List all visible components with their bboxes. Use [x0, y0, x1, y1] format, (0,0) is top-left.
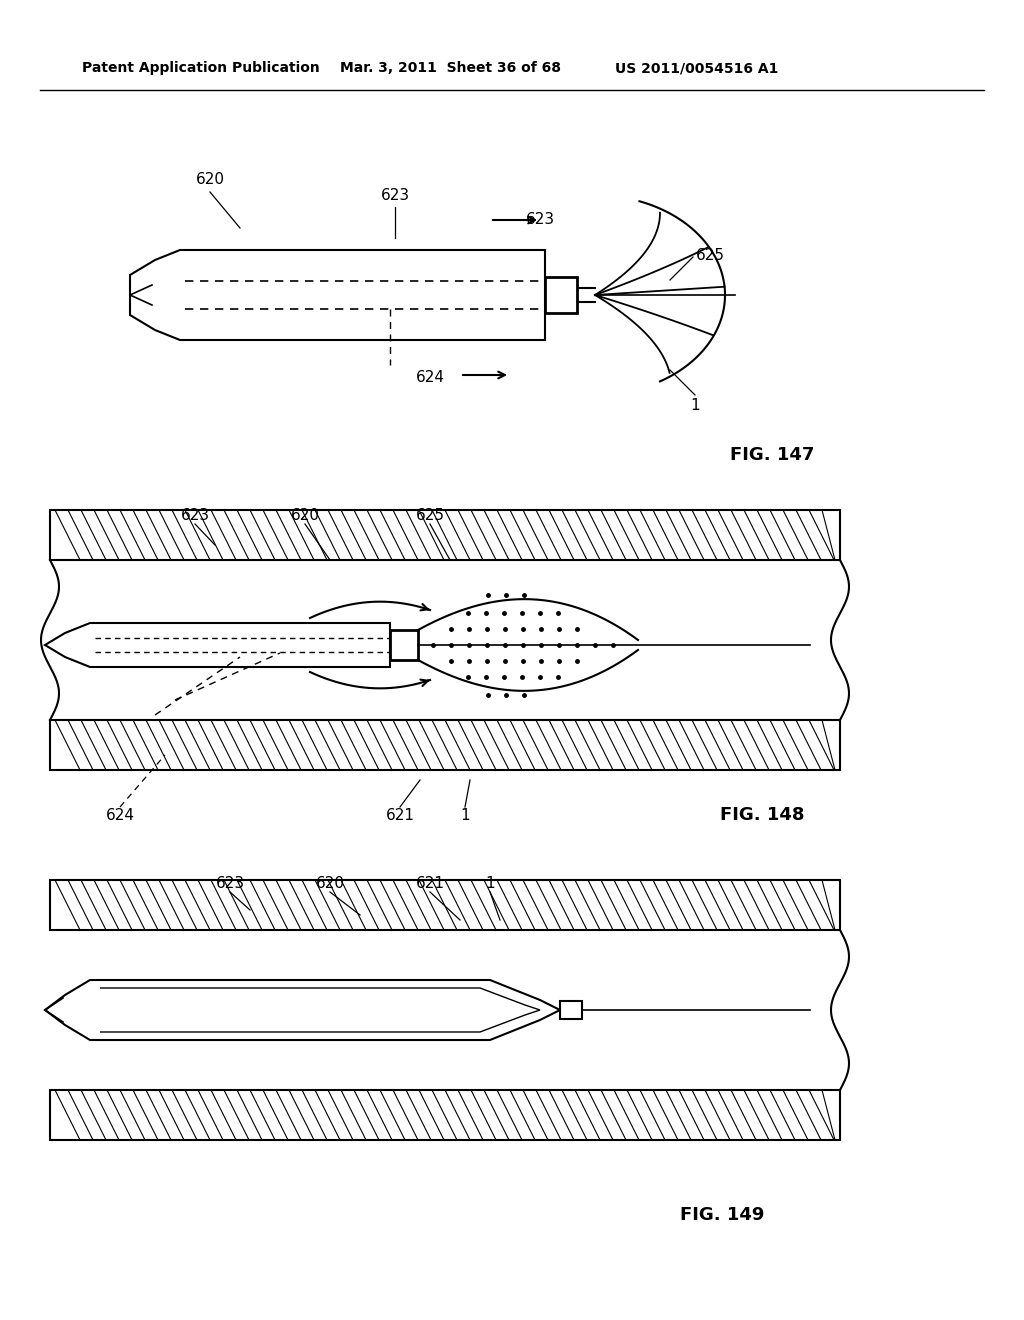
Text: 623: 623 — [180, 507, 210, 523]
Polygon shape — [45, 979, 560, 1040]
Text: 623: 623 — [215, 875, 245, 891]
Text: FIG. 147: FIG. 147 — [730, 446, 814, 465]
Text: Patent Application Publication: Patent Application Publication — [82, 61, 319, 75]
Bar — [50, 510, 840, 560]
Text: US 2011/0054516 A1: US 2011/0054516 A1 — [615, 61, 778, 75]
Text: 620: 620 — [291, 507, 319, 523]
Text: 624: 624 — [105, 808, 134, 822]
Text: 625: 625 — [695, 248, 725, 263]
Text: 620: 620 — [315, 875, 344, 891]
Bar — [390, 630, 418, 660]
Bar — [545, 277, 577, 313]
Polygon shape — [45, 623, 390, 667]
Bar — [560, 1001, 582, 1019]
Text: 620: 620 — [196, 173, 224, 187]
Text: 1: 1 — [460, 808, 470, 822]
Text: 623: 623 — [526, 213, 555, 227]
Text: 621: 621 — [416, 875, 444, 891]
Text: 1: 1 — [485, 875, 495, 891]
Text: 625: 625 — [416, 507, 444, 523]
Text: 624: 624 — [416, 370, 445, 384]
Text: FIG. 149: FIG. 149 — [680, 1206, 764, 1224]
Text: 623: 623 — [381, 187, 410, 202]
Text: FIG. 148: FIG. 148 — [720, 807, 805, 824]
Text: Mar. 3, 2011  Sheet 36 of 68: Mar. 3, 2011 Sheet 36 of 68 — [340, 61, 561, 75]
Bar — [50, 1090, 840, 1140]
Text: 1: 1 — [690, 397, 699, 412]
Bar — [50, 880, 840, 931]
Bar — [50, 719, 840, 770]
Text: 621: 621 — [385, 808, 415, 822]
